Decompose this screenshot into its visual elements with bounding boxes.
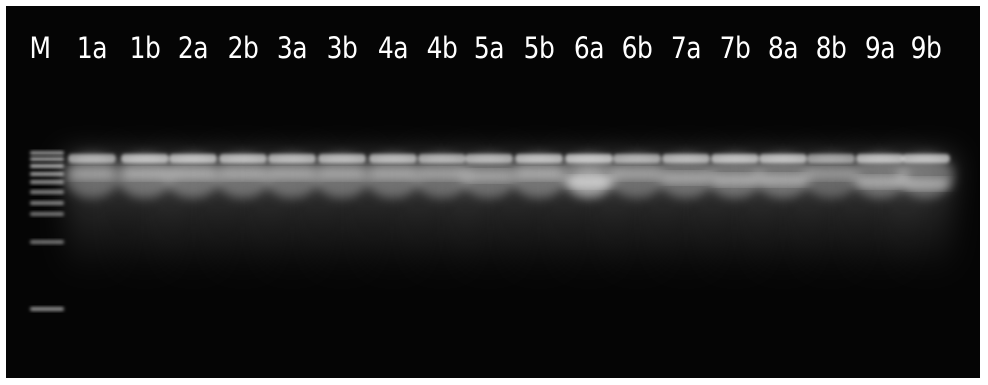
lane-5b: [511, 154, 567, 276]
lane-label-3a: 3a: [276, 31, 308, 65]
band-upper: [759, 154, 807, 163]
band-lower: [370, 170, 416, 178]
band-lower: [760, 176, 806, 184]
lane-label-9b: 9b: [910, 31, 942, 65]
lane-7b: [707, 154, 763, 276]
band-lower: [857, 178, 903, 186]
ladder-band: [30, 307, 64, 311]
lane-6b: [609, 154, 665, 276]
lane-label-5a: 5a: [473, 31, 505, 65]
ladder-band: [30, 201, 64, 205]
band-lower: [903, 180, 949, 188]
ladder-band: [30, 172, 64, 176]
band-upper: [121, 154, 169, 163]
lane-3b: [314, 154, 370, 276]
band-upper: [418, 154, 466, 163]
band-upper: [807, 154, 855, 163]
lane-3a: [264, 154, 320, 276]
band-lower: [319, 170, 365, 178]
lane-label-5b: 5b: [523, 31, 555, 65]
band-upper: [465, 154, 513, 163]
lane-9a: [852, 154, 908, 276]
lane-1b: [117, 154, 173, 276]
band-lower: [614, 170, 660, 178]
ladder-band: [30, 157, 64, 161]
band-upper: [613, 154, 661, 163]
lane-label-3b: 3b: [326, 31, 358, 65]
gel-image: M 1a 1b 2a 2b 3a 3b 4a 4b 5a 5b 6a 6b 7a 7b 8a 8b 9a 9b: [6, 6, 980, 378]
band-upper: [902, 154, 950, 163]
lane-label-6a: 6a: [573, 31, 605, 65]
band-lower: [663, 174, 709, 182]
band-upper: [515, 154, 563, 163]
lane-5a: [461, 154, 517, 276]
band-lower: [419, 170, 465, 178]
gel-bands: [30, 151, 954, 311]
band-lower: [220, 170, 266, 178]
lane-1a: [64, 154, 120, 276]
band-upper: [318, 154, 366, 163]
band-glow: [852, 154, 908, 198]
lane-label-8b: 8b: [815, 31, 847, 65]
band-lower: [122, 170, 168, 178]
lane-2a: [165, 154, 221, 276]
band-lower: [466, 172, 512, 180]
lane-9b: [898, 154, 954, 276]
band-upper: [169, 154, 217, 163]
band-hotspot: [569, 168, 609, 196]
band-upper: [711, 154, 759, 163]
band-lower: [269, 170, 315, 178]
lane-8a: [755, 154, 811, 276]
band-upper: [68, 154, 116, 163]
lane-2b: [215, 154, 271, 276]
band-upper: [565, 154, 613, 163]
ladder-band: [30, 180, 64, 184]
lane-label-6b: 6b: [621, 31, 653, 65]
band-lower: [69, 170, 115, 178]
band-upper: [369, 154, 417, 163]
ladder-band: [30, 212, 64, 216]
lane-label-2a: 2a: [177, 31, 209, 65]
ladder-band: [30, 240, 64, 244]
band-lower: [516, 170, 562, 178]
lane-4a: [365, 154, 421, 276]
marker-ladder: [30, 151, 64, 311]
band-lower: [170, 170, 216, 178]
lane-label-1b: 1b: [129, 31, 161, 65]
ladder-band: [30, 190, 64, 194]
lane-7a: [658, 154, 714, 276]
lane-label-7a: 7a: [670, 31, 702, 65]
ladder-band: [30, 151, 64, 155]
lane-label-4b: 4b: [426, 31, 458, 65]
lane-label-7b: 7b: [719, 31, 751, 65]
lane-label-8a: 8a: [767, 31, 799, 65]
lane-label-9a: 9a: [864, 31, 896, 65]
lane-label-4a: 4a: [377, 31, 409, 65]
band-upper: [219, 154, 267, 163]
lane-4b: [414, 154, 470, 276]
band-lower: [712, 176, 758, 184]
band-upper: [856, 154, 904, 163]
band-lower: [808, 170, 854, 178]
lane-label-M: M: [29, 31, 51, 65]
lane-8b: [803, 154, 859, 276]
lane-label-1a: 1a: [76, 31, 108, 65]
band-upper: [662, 154, 710, 163]
ladder-band: [30, 164, 64, 168]
lane-label-2b: 2b: [227, 31, 259, 65]
band-upper: [268, 154, 316, 163]
